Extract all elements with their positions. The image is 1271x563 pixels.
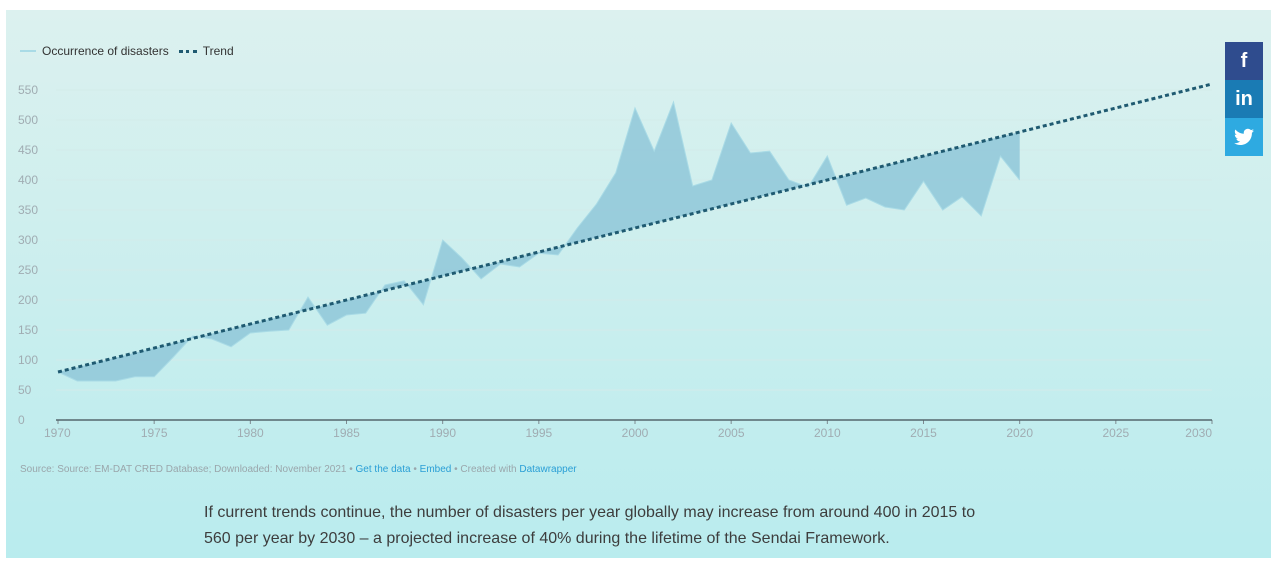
caption-line-1: If current trends continue, the number o… — [204, 504, 976, 521]
x-tick-label: 1980 — [237, 426, 264, 440]
legend-trend-swatch — [178, 49, 197, 53]
y-tick-label: 250 — [18, 263, 38, 277]
x-tick-label: 2025 — [1102, 426, 1129, 440]
embed-link[interactable]: Embed — [419, 464, 452, 475]
y-tick-label: 500 — [18, 113, 38, 127]
y-tick-label: 350 — [18, 203, 38, 217]
twitter-bird-icon — [1234, 128, 1254, 145]
y-tick-label: 400 — [18, 173, 38, 187]
x-tick-label: 2020 — [1006, 426, 1033, 440]
x-tick-label: 2000 — [622, 426, 649, 440]
facebook-share-button[interactable]: f — [1225, 42, 1263, 80]
source-text: Source: Source: EM-DAT CRED Database; Do… — [20, 464, 347, 475]
x-tick-label: 1970 — [44, 426, 71, 440]
separator: • — [349, 464, 353, 475]
caption-line-2: 560 per year by 2030 – a projected incre… — [204, 530, 890, 547]
share-bar: f in — [1225, 42, 1263, 156]
x-tick-label: 1995 — [525, 426, 552, 440]
chart-card: Occurrence of disasters Trend 0 50 100 150 2… — [6, 10, 1271, 558]
legend-trend-label: Trend — [202, 44, 234, 58]
x-tick-label: 2010 — [814, 426, 841, 440]
legend-area-swatch — [20, 50, 36, 52]
separator: • — [454, 464, 458, 475]
separator: • — [413, 464, 417, 475]
disaster-chart: 0 50 100 150 200 250 300 350 400 450 500 550 1970 197… — [18, 82, 1213, 440]
x-tick-label: 2015 — [910, 426, 937, 440]
created-with-text: Created with — [460, 464, 517, 475]
source-line: Source: Source: EM-DAT CRED Database; Do… — [20, 464, 577, 475]
twitter-share-button[interactable] — [1225, 118, 1263, 156]
y-tick-label: 450 — [18, 143, 38, 157]
disaster-area — [58, 102, 1020, 381]
y-tick-label: 200 — [18, 293, 38, 307]
y-tick-label: 150 — [18, 323, 38, 337]
linkedin-share-button[interactable]: in — [1225, 80, 1263, 118]
caption: If current trends continue, the number o… — [204, 500, 1084, 552]
legend: Occurrence of disasters Trend — [20, 44, 234, 58]
x-tick-label: 1975 — [141, 426, 168, 440]
y-tick-label: 50 — [18, 383, 32, 397]
linkedin-icon: in — [1235, 87, 1253, 110]
disaster-series-line — [57, 100, 1021, 382]
x-tick-label: 2030 — [1185, 426, 1212, 440]
trend-line — [57, 82, 1213, 374]
y-tick-label: 100 — [18, 353, 38, 367]
y-tick-label: 550 — [18, 83, 38, 97]
legend-series-label: Occurrence of disasters — [42, 44, 169, 58]
x-tick-label: 2005 — [718, 426, 745, 440]
y-tick-label: 0 — [18, 413, 25, 427]
y-tick-label: 300 — [18, 233, 38, 247]
get-the-data-link[interactable]: Get the data — [355, 464, 411, 475]
datawrapper-link[interactable]: Datawrapper — [519, 464, 577, 475]
x-tick-label: 1990 — [429, 426, 456, 440]
facebook-icon: f — [1240, 49, 1248, 72]
x-tick-label: 1985 — [333, 426, 360, 440]
